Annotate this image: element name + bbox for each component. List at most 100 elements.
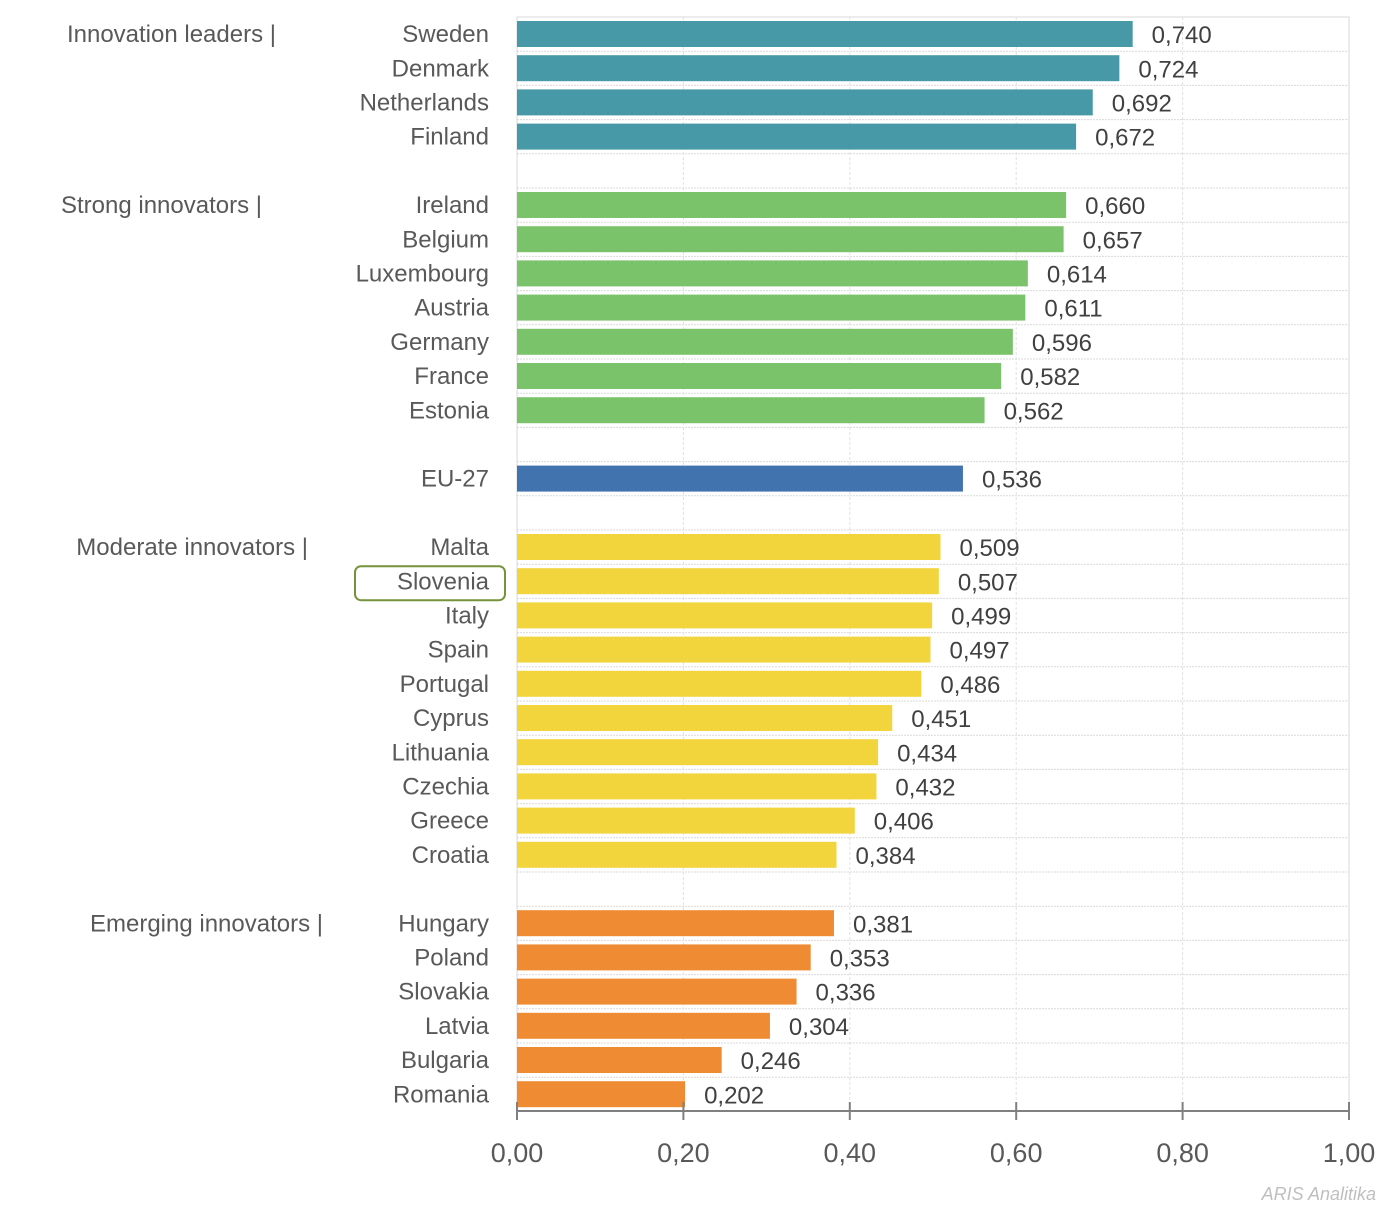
group-label: Innovation leaders | [67, 21, 276, 48]
bar [517, 363, 1002, 389]
category-label: Malta [430, 534, 489, 561]
bar [517, 192, 1067, 218]
value-label: 0,381 [853, 911, 913, 938]
category-label: Sweden [402, 21, 489, 48]
category-label: Greece [410, 808, 489, 835]
x-axis: 0,00 0,20 0,40 0,60 0,80 1,00 [491, 1102, 1376, 1168]
group-label: Emerging innovators | [90, 910, 323, 937]
highlight-box [354, 565, 506, 602]
value-label: 0,536 [982, 467, 1042, 494]
value-label: 0,582 [1020, 364, 1080, 391]
category-label: Lithuania [392, 739, 490, 766]
value-label: 0,611 [1044, 296, 1102, 323]
category-label: Hungary [398, 910, 489, 937]
category-label: Estonia [409, 397, 490, 424]
x-tick-label: 0,40 [824, 1138, 877, 1168]
bar [517, 226, 1064, 253]
bar [517, 841, 837, 868]
value-label: 0,657 [1083, 227, 1143, 254]
bar [517, 944, 811, 971]
category-label: Croatia [412, 842, 490, 869]
bar [517, 739, 879, 766]
bar [517, 910, 834, 937]
bar [517, 670, 922, 697]
value-label: 0,434 [897, 740, 957, 767]
value-label: 0,336 [816, 980, 876, 1007]
gridlines [516, 16, 1350, 1112]
value-label: 0,507 [958, 569, 1018, 596]
category-label: Poland [414, 945, 489, 972]
bar [517, 1047, 722, 1073]
category-label: Spain [428, 637, 489, 664]
value-label: 0,304 [789, 1014, 849, 1041]
category-labels: Sweden Denmark Netherlands Finland Ireland Be… [354, 21, 506, 1108]
x-tick-label: 0,80 [1156, 1138, 1209, 1168]
value-label: 0,740 [1152, 22, 1212, 49]
category-label: France [414, 363, 489, 390]
category-label: Belgium [402, 226, 489, 253]
category-label: Latvia [425, 1013, 490, 1040]
value-label: 0,353 [830, 946, 890, 973]
bar [517, 260, 1028, 287]
group-labels: Innovation leaders | Strong innovators | M… [61, 21, 323, 937]
bar [517, 978, 797, 1005]
value-label: 0,660 [1085, 193, 1145, 220]
category-label: Slovenia [397, 568, 490, 595]
bar [517, 534, 941, 560]
category-label: Czechia [402, 774, 489, 801]
category-label: Bulgaria [401, 1047, 490, 1074]
value-label: 0,497 [950, 638, 1010, 665]
bar [517, 21, 1133, 47]
value-label: 0,432 [895, 775, 955, 802]
credit-text: ARIS Analitika [1261, 1184, 1376, 1204]
bar [517, 465, 963, 492]
group-label: Strong innovators | [61, 192, 262, 219]
bar [517, 807, 855, 834]
category-label: Italy [445, 603, 489, 630]
bar [517, 55, 1120, 82]
bar [517, 89, 1093, 116]
value-label: 0,614 [1047, 262, 1107, 289]
bars: 0,740 0,724 0,692 0,672 0,660 0,657 0,614 0,611… [517, 21, 1212, 1109]
category-label: Portugal [400, 671, 489, 698]
x-tick-label: 1,00 [1323, 1138, 1376, 1168]
x-tick-label: 0,00 [491, 1138, 544, 1168]
value-label: 0,246 [741, 1048, 801, 1075]
category-label: Denmark [392, 55, 490, 82]
category-label: EU-27 [421, 466, 489, 493]
bar [517, 328, 1013, 355]
bar [517, 294, 1026, 321]
category-label: Finland [410, 124, 489, 151]
bar [517, 397, 985, 424]
bar [517, 705, 893, 731]
value-label: 0,499 [951, 604, 1011, 631]
category-label: Romania [393, 1081, 490, 1108]
bar [517, 1081, 686, 1108]
value-label: 0,672 [1095, 125, 1155, 152]
value-label: 0,724 [1138, 56, 1198, 83]
value-label: 0,596 [1032, 330, 1092, 357]
x-tick-label: 0,20 [657, 1138, 710, 1168]
category-label: Germany [390, 329, 489, 356]
bar [517, 568, 939, 595]
value-label: 0,692 [1112, 91, 1172, 118]
bar [517, 602, 933, 629]
value-label: 0,486 [940, 672, 1000, 699]
bar [517, 123, 1077, 150]
value-label: 0,451 [911, 706, 971, 733]
group-label: Moderate innovators | [76, 534, 308, 561]
value-label: 0,509 [959, 535, 1019, 562]
value-label: 0,384 [855, 843, 915, 870]
value-label: 0,562 [1004, 398, 1064, 425]
x-tick-label: 0,60 [990, 1138, 1043, 1168]
category-label: Ireland [416, 192, 489, 219]
bar [517, 773, 877, 800]
value-label: 0,202 [704, 1082, 764, 1109]
bar [517, 1012, 770, 1039]
category-label: Cyprus [413, 705, 489, 732]
bar [517, 636, 931, 663]
value-label: 0,406 [874, 809, 934, 836]
category-label: Netherlands [360, 90, 489, 117]
category-label: Slovakia [398, 979, 489, 1006]
